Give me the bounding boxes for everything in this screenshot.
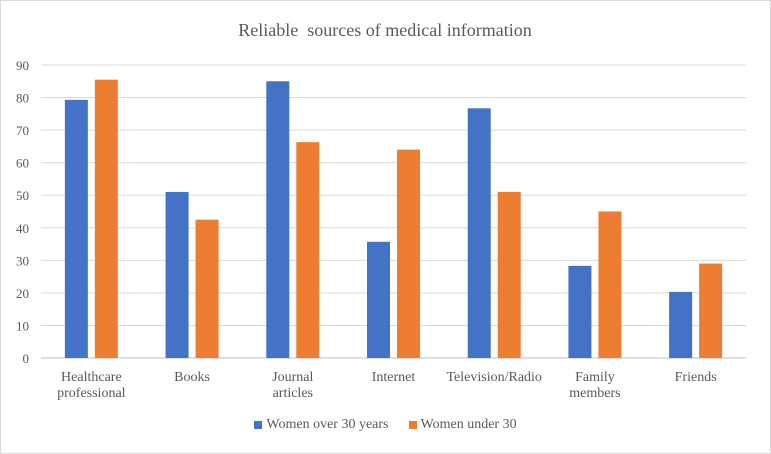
y-tick-label: 0: [23, 351, 30, 366]
y-tick-label: 30: [16, 253, 29, 268]
y-tick-label: 50: [16, 188, 29, 203]
legend-item-series-1: Women over 30 years: [254, 417, 389, 433]
legend-swatch-series-2: [408, 421, 417, 429]
y-axis-tick-labels: 0 10 20 30 40 50 60 70 80 90: [16, 58, 29, 366]
y-tick-label: 60: [16, 156, 29, 171]
y-tick-label: 80: [16, 91, 29, 106]
x-axis-category-labels: Healthcare professional Books Journal articl…: [57, 370, 717, 401]
y-tick-label: 70: [16, 123, 29, 138]
x-category-label: Family members: [569, 370, 620, 401]
chart-title: Reliable sources of medical information: [238, 20, 531, 40]
bars: [64, 79, 723, 359]
bar-series-1: [467, 108, 491, 358]
bar-series-1: [266, 81, 290, 359]
bar-series-2: [497, 191, 521, 358]
x-category-label: Television/Radio: [446, 370, 541, 385]
x-category-label: Books: [174, 370, 210, 385]
bar-series-2: [397, 149, 420, 358]
bar-series-2: [598, 211, 622, 358]
bar-series-1: [568, 265, 592, 358]
bar-series-2: [296, 142, 320, 358]
bar-series-1: [367, 241, 390, 358]
bar-series-1: [669, 291, 693, 358]
x-category-label: Healthcare professional: [57, 370, 126, 401]
y-tick-label: 90: [16, 58, 29, 73]
x-category-label: Journal articles: [272, 370, 313, 401]
y-tick-label: 20: [16, 286, 29, 301]
legend-swatch-series-1: [254, 421, 263, 429]
legend-item-series-2: Women under 30: [408, 417, 517, 433]
legend-label-series-2: Women under 30: [420, 417, 517, 432]
y-tick-label: 40: [16, 221, 29, 236]
bar-series-2: [195, 219, 219, 358]
bar-series-1: [165, 191, 189, 358]
bar-series-1: [64, 99, 88, 358]
bar-series-2: [94, 79, 118, 359]
x-category-label: Friends: [675, 370, 717, 385]
bar-series-2: [699, 263, 723, 358]
y-tick-label: 10: [16, 318, 29, 333]
legend: Women over 30 years Women under 30: [1, 417, 770, 433]
gridlines: [41, 64, 746, 359]
legend-label-series-1: Women over 30 years: [266, 417, 389, 432]
x-category-label: Internet: [372, 370, 416, 385]
